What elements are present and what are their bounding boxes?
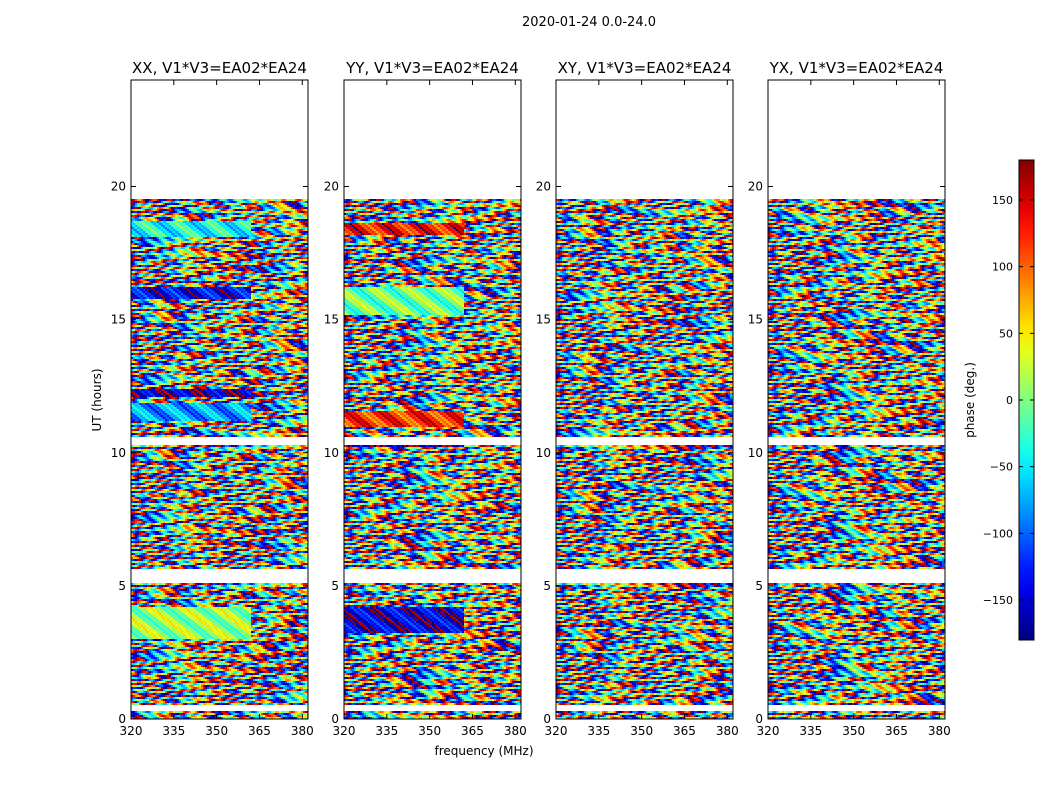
y-tick-label: 20 bbox=[748, 180, 763, 194]
panel-title: XY, V1*V3=EA02*EA24 bbox=[558, 59, 732, 77]
x-tick-label: 365 bbox=[885, 724, 908, 738]
y-tick-label: 20 bbox=[111, 180, 126, 194]
y-tick-label: 5 bbox=[118, 579, 126, 593]
y-tick-label: 20 bbox=[536, 180, 551, 194]
y-tick-label: 15 bbox=[748, 313, 763, 327]
x-tick-label: 335 bbox=[587, 724, 610, 738]
x-tick-label: 380 bbox=[928, 724, 951, 738]
colorbar-tick-label: 150 bbox=[992, 194, 1013, 207]
y-tick-label: 15 bbox=[111, 313, 126, 327]
x-tick-label: 320 bbox=[545, 724, 568, 738]
y-tick-label: 10 bbox=[748, 446, 763, 460]
phase-panel-2: XY, V1*V3=EA02*EA24 320 335 350 365 380 0 5 10 15… bbox=[536, 59, 739, 738]
figure-suptitle: 2020-01-24 0.0-24.0 bbox=[522, 15, 656, 30]
colorbar-tick-label: −100 bbox=[983, 527, 1013, 540]
panel-title: XX, V1*V3=EA02*EA24 bbox=[132, 59, 307, 77]
y-tick-label: 0 bbox=[331, 712, 339, 726]
heatmap-cells bbox=[768, 199, 946, 719]
y-axis-label: UT (hours) bbox=[90, 368, 104, 431]
x-tick-label: 350 bbox=[842, 724, 865, 738]
y-tick-label: 5 bbox=[755, 579, 763, 593]
x-tick-label: 350 bbox=[630, 724, 653, 738]
y-tick-label: 20 bbox=[324, 180, 339, 194]
phase-panel-0: XX, V1*V3=EA02*EA24 320 335 350 365 380 0 5 10 15… bbox=[111, 59, 314, 738]
x-tick-label: 320 bbox=[757, 724, 780, 738]
x-tick-label: 335 bbox=[162, 724, 185, 738]
colorbar: 150 100 50 0 −50 −100 −150 bbox=[983, 160, 1034, 640]
y-tick-label: 10 bbox=[536, 446, 551, 460]
colorbar-tick-label: 0 bbox=[1006, 394, 1013, 407]
colorbar-tick-label: −50 bbox=[990, 461, 1013, 474]
colorbar-tick-label: −150 bbox=[983, 594, 1013, 607]
phase-panel-1: YY, V1*V3=EA02*EA24 320 335 350 365 380 0 5 10 15… bbox=[324, 59, 527, 738]
panel-title: YY, V1*V3=EA02*EA24 bbox=[345, 59, 519, 77]
heatmap-cells bbox=[344, 199, 522, 719]
phase-panel-3: YX, V1*V3=EA02*EA24 320 335 350 365 380 0 5 10 15… bbox=[748, 59, 951, 738]
y-tick-label: 0 bbox=[543, 712, 551, 726]
x-tick-label: 335 bbox=[799, 724, 822, 738]
panel-title: YX, V1*V3=EA02*EA24 bbox=[769, 59, 944, 77]
x-tick-label: 380 bbox=[291, 724, 314, 738]
x-tick-label: 365 bbox=[248, 724, 271, 738]
x-axis-label: frequency (MHz) bbox=[434, 744, 533, 758]
x-tick-label: 335 bbox=[375, 724, 398, 738]
colorbar-tick-label: 100 bbox=[992, 261, 1013, 274]
y-tick-label: 10 bbox=[111, 446, 126, 460]
x-tick-label: 320 bbox=[120, 724, 143, 738]
heatmap-cells bbox=[556, 199, 734, 719]
x-tick-label: 365 bbox=[673, 724, 696, 738]
y-tick-label: 15 bbox=[536, 313, 551, 327]
x-tick-label: 380 bbox=[716, 724, 739, 738]
colorbar-label: phase (deg.) bbox=[963, 362, 977, 438]
x-tick-label: 320 bbox=[333, 724, 356, 738]
y-tick-label: 5 bbox=[331, 579, 339, 593]
y-tick-label: 10 bbox=[324, 446, 339, 460]
y-tick-label: 15 bbox=[324, 313, 339, 327]
x-tick-label: 365 bbox=[461, 724, 484, 738]
x-tick-label: 350 bbox=[205, 724, 228, 738]
x-tick-label: 380 bbox=[504, 724, 527, 738]
y-tick-label: 0 bbox=[118, 712, 126, 726]
x-tick-label: 350 bbox=[418, 724, 441, 738]
y-tick-label: 0 bbox=[755, 712, 763, 726]
colorbar-tick-label: 50 bbox=[999, 327, 1013, 340]
panels-group: XX, V1*V3=EA02*EA24 320 335 350 365 380 0 5 10 15… bbox=[111, 59, 951, 738]
y-tick-label: 5 bbox=[543, 579, 551, 593]
heatmap-cells bbox=[131, 199, 309, 719]
